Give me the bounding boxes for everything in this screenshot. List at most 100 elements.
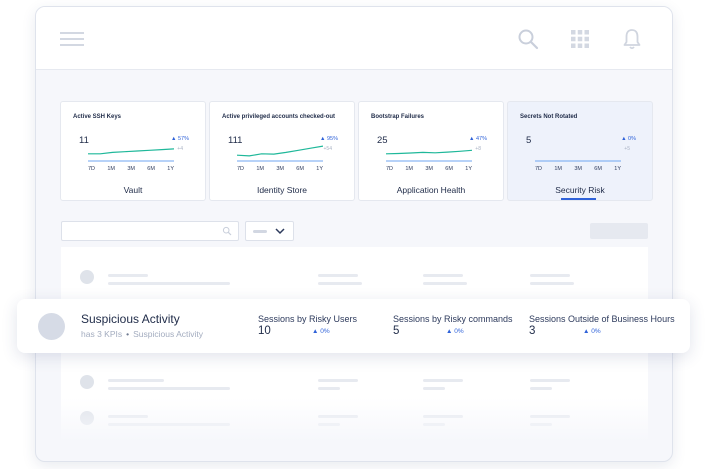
- metric-value: 10: [258, 325, 271, 337]
- metric-delta: ▲ 0%: [312, 328, 330, 335]
- metric-delta: ▲ 0%: [446, 328, 464, 335]
- range-7d[interactable]: 7D: [237, 166, 245, 172]
- kpi-name: Secrets Not Rotated: [520, 114, 578, 120]
- kpi-delta: ▲ 57%: [171, 136, 189, 142]
- range-6m[interactable]: 6M: [296, 166, 304, 172]
- kpi-delta: ▲ 95%: [320, 136, 338, 142]
- kpi-value: 5: [526, 135, 532, 146]
- sparkline-trend: [237, 145, 323, 157]
- kpi-value: 111: [228, 135, 243, 146]
- metric-delta: ▲ 0%: [583, 328, 601, 335]
- kpi-name: Active SSH Keys: [73, 114, 122, 120]
- time-range-selector: 7D 1M 3M 6M 1Y: [386, 166, 472, 172]
- placeholder-line: [530, 379, 570, 382]
- range-7d[interactable]: 7D: [386, 166, 394, 172]
- range-1m[interactable]: 1M: [107, 166, 115, 172]
- row-subtitle: has 3 KPIs • Suspicious Activity: [81, 329, 203, 339]
- kpi-value: 25: [377, 135, 388, 146]
- range-7d[interactable]: 7D: [88, 166, 96, 172]
- range-1m[interactable]: 1M: [405, 166, 413, 172]
- kpi-category-label: Security Risk: [555, 185, 605, 195]
- placeholder-line: [318, 379, 358, 382]
- placeholder-line: [423, 282, 467, 285]
- kpi-change: +4: [177, 146, 183, 152]
- placeholder-line: [423, 387, 445, 390]
- metric-risky-commands[interactable]: Sessions by Risky commands 5 ▲ 0%: [393, 314, 513, 337]
- metric-value: 5: [393, 325, 400, 337]
- kpi-category-label: Vault: [123, 185, 143, 195]
- filter-dropdown[interactable]: [245, 221, 294, 241]
- range-1y[interactable]: 1Y: [465, 166, 472, 172]
- top-bar: [36, 7, 672, 70]
- range-6m[interactable]: 6M: [445, 166, 453, 172]
- range-1y[interactable]: 1Y: [316, 166, 323, 172]
- app-grid-icon[interactable]: [568, 27, 592, 51]
- row-title: Suspicious Activity: [81, 312, 180, 326]
- avatar: [80, 375, 94, 389]
- metric-value: 3: [529, 325, 536, 337]
- time-range-selector: 7D 1M 3M 6M 1Y: [535, 166, 621, 172]
- kpi-change: +54: [323, 146, 332, 152]
- kpi-card-security-risk[interactable]: Secrets Not Rotated 5 ▲ 0% +5 7D 1M 3M 6…: [507, 101, 653, 201]
- list-item-placeholder[interactable]: [61, 262, 648, 292]
- placeholder-line: [423, 274, 463, 277]
- kpi-name: Active privileged accounts checked-out: [222, 114, 336, 120]
- sparkline-trend: [386, 149, 472, 155]
- filter-search-input[interactable]: [61, 221, 239, 241]
- kpi-value: 11: [79, 135, 89, 146]
- metric-outside-business-hours[interactable]: Sessions Outside of Business Hours 3 ▲ 0…: [529, 314, 675, 337]
- range-7d[interactable]: 7D: [535, 166, 543, 172]
- kpi-card-identity-store[interactable]: Active privileged accounts checked-out 1…: [209, 101, 355, 201]
- avatar: [38, 313, 65, 340]
- range-1m[interactable]: 1M: [554, 166, 562, 172]
- separator: •: [126, 329, 130, 339]
- kpi-category-label: Application Health: [396, 185, 466, 195]
- range-3m[interactable]: 3M: [276, 166, 284, 172]
- placeholder-line: [530, 387, 552, 390]
- action-button[interactable]: [590, 223, 648, 239]
- range-3m[interactable]: 3M: [425, 166, 433, 172]
- kpi-card-application-health[interactable]: Bootstrap Failures 25 ▲ 47% +8 7D 1M 3M …: [358, 101, 504, 201]
- range-1y[interactable]: 1Y: [614, 166, 621, 172]
- featured-kpi-row[interactable]: Suspicious Activity has 3 KPIs • Suspiciou…: [17, 299, 690, 353]
- bell-icon[interactable]: [620, 27, 644, 51]
- kpi-change: +8: [475, 146, 481, 152]
- category-name: Suspicious Activity: [133, 329, 204, 339]
- kpi-sparkline: [88, 148, 174, 162]
- range-6m[interactable]: 6M: [594, 166, 602, 172]
- selected-tab-indicator: [561, 198, 596, 200]
- range-3m[interactable]: 3M: [574, 166, 582, 172]
- kpi-sparkline: [237, 145, 323, 162]
- search-icon: [222, 226, 232, 236]
- metric-label: Sessions Outside of Business Hours: [529, 314, 675, 324]
- range-1m[interactable]: 1M: [256, 166, 264, 172]
- kpi-count: has 3 KPIs: [81, 329, 123, 339]
- kpi-delta: ▲ 47%: [469, 136, 487, 142]
- placeholder-line: [108, 282, 230, 285]
- kpi-category-label: Identity Store: [256, 185, 308, 195]
- placeholder-line: [108, 274, 148, 277]
- range-6m[interactable]: 6M: [147, 166, 155, 172]
- kpi-card-vault[interactable]: Active SSH Keys 11 ▲ 57% +4 7D 1M 3M 6M …: [60, 101, 206, 201]
- placeholder-line: [423, 379, 463, 382]
- time-range-selector: 7D 1M 3M 6M 1Y: [237, 166, 323, 172]
- kpi-change: +5: [624, 146, 630, 152]
- range-3m[interactable]: 3M: [127, 166, 135, 172]
- dropdown-placeholder: [253, 230, 267, 233]
- placeholder-line: [530, 282, 574, 285]
- placeholder-line: [530, 274, 570, 277]
- list-fade-overlay: [61, 398, 648, 442]
- metric-risky-users[interactable]: Sessions by Risky Users 10 ▲ 0%: [258, 314, 358, 337]
- placeholder-line: [318, 282, 362, 285]
- hamburger-menu-icon[interactable]: [60, 27, 84, 51]
- placeholder-line: [108, 387, 230, 390]
- kpi-name: Bootstrap Failures: [371, 114, 425, 120]
- placeholder-line: [108, 379, 164, 382]
- placeholder-line: [318, 387, 340, 390]
- range-1y[interactable]: 1Y: [167, 166, 174, 172]
- search-icon[interactable]: [516, 27, 540, 51]
- list-item-placeholder[interactable]: [61, 367, 648, 397]
- metric-label: Sessions by Risky Users: [258, 314, 358, 324]
- app-window: Active SSH Keys 11 ▲ 57% +4 7D 1M 3M 6M …: [35, 6, 673, 462]
- time-range-selector: 7D 1M 3M 6M 1Y: [88, 166, 174, 172]
